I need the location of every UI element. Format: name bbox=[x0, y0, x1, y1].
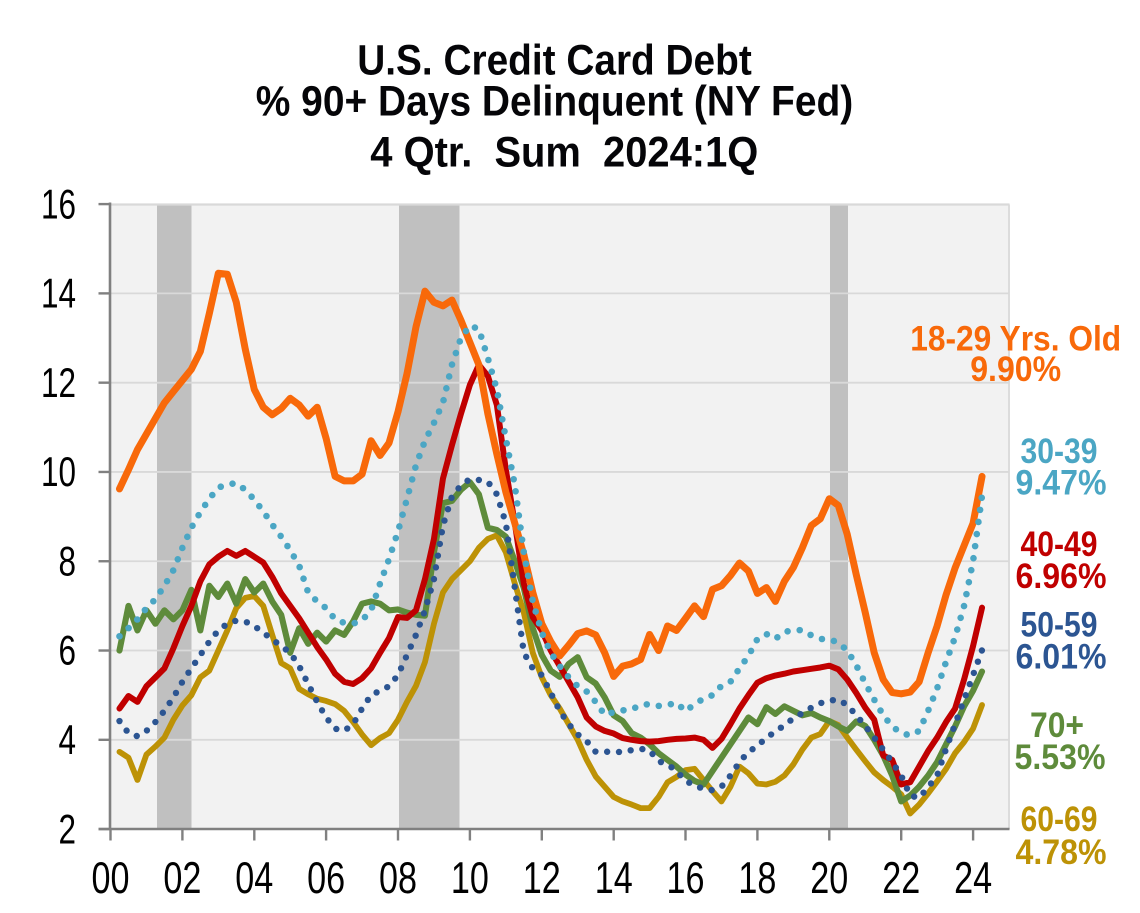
svg-text:10: 10 bbox=[41, 448, 76, 495]
svg-text:9.47%: 9.47% bbox=[1016, 464, 1107, 503]
svg-text:2: 2 bbox=[59, 805, 77, 852]
svg-text:02: 02 bbox=[163, 854, 201, 903]
svg-text:U.S. Credit Card Debt: U.S. Credit Card Debt bbox=[357, 37, 752, 85]
svg-text:20: 20 bbox=[810, 854, 848, 903]
svg-text:06: 06 bbox=[307, 854, 345, 903]
svg-text:70+: 70+ bbox=[1030, 706, 1084, 745]
svg-text:16: 16 bbox=[41, 180, 76, 227]
svg-text:4: 4 bbox=[59, 716, 77, 763]
svg-text:40-49: 40-49 bbox=[1021, 525, 1098, 564]
svg-text:16: 16 bbox=[667, 854, 705, 903]
svg-text:50-59: 50-59 bbox=[1021, 606, 1098, 645]
svg-text:18: 18 bbox=[738, 854, 776, 903]
svg-text:00: 00 bbox=[92, 854, 130, 903]
svg-text:14: 14 bbox=[41, 270, 76, 317]
svg-text:12: 12 bbox=[523, 854, 561, 903]
svg-text:6.96%: 6.96% bbox=[1016, 557, 1107, 596]
svg-text:4.78%: 4.78% bbox=[1016, 833, 1107, 872]
svg-text:4 Qtr. Sum 2024:1Q: 4 Qtr. Sum 2024:1Q bbox=[370, 129, 758, 177]
svg-text:8: 8 bbox=[59, 537, 77, 584]
svg-text:9.90%: 9.90% bbox=[970, 350, 1061, 389]
svg-text:18-29 Yrs. Old: 18-29 Yrs. Old bbox=[910, 320, 1121, 359]
svg-text:30-39: 30-39 bbox=[1021, 432, 1098, 471]
svg-text:22: 22 bbox=[882, 854, 920, 903]
svg-text:24: 24 bbox=[954, 854, 992, 903]
svg-text:60-69: 60-69 bbox=[1021, 800, 1098, 839]
svg-text:6.01%: 6.01% bbox=[1016, 638, 1107, 677]
svg-text:14: 14 bbox=[595, 854, 633, 903]
svg-text:08: 08 bbox=[379, 854, 417, 903]
svg-text:5.53%: 5.53% bbox=[1015, 738, 1106, 777]
svg-text:04: 04 bbox=[235, 854, 273, 903]
svg-text:6: 6 bbox=[59, 627, 77, 674]
svg-text:12: 12 bbox=[41, 359, 76, 406]
svg-text:% 90+ Days Delinquent (NY Fed): % 90+ Days Delinquent (NY Fed) bbox=[256, 78, 854, 126]
svg-text:10: 10 bbox=[451, 854, 489, 903]
